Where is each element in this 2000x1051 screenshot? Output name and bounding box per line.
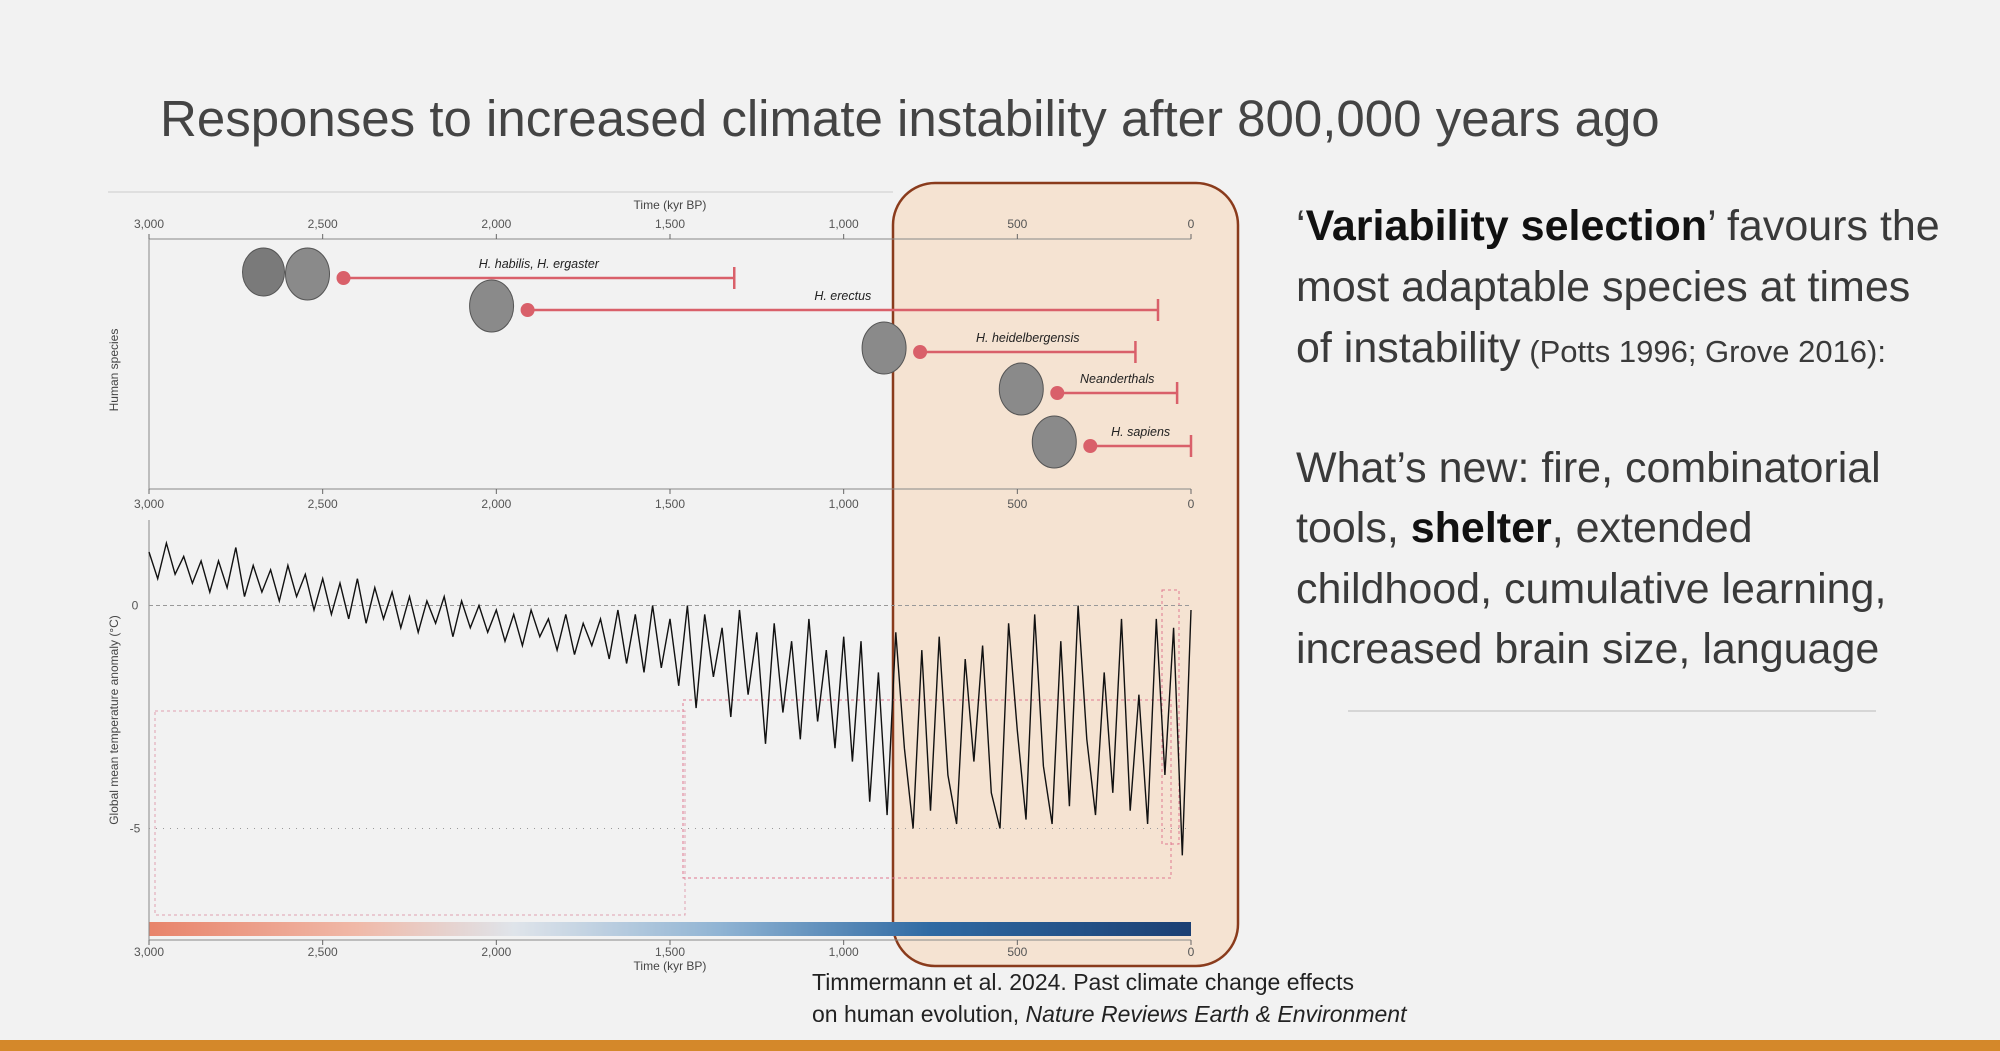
species-label: H. heidelbergensis	[976, 331, 1080, 345]
x-tick-label: 0	[1188, 217, 1195, 231]
x-tick-label: 1,500	[655, 945, 685, 959]
zoom-box	[154, 710, 686, 916]
slide-title: Responses to increased climate instabili…	[160, 90, 1660, 147]
range-start	[520, 303, 535, 317]
x-tick-label: 1,000	[829, 945, 859, 959]
x-tick-label: 0	[1188, 945, 1195, 959]
x-tick-label: 2,000	[481, 217, 511, 231]
x-tick-label: 0	[1188, 497, 1195, 511]
skull-icon	[469, 279, 515, 333]
zoom-box	[682, 699, 1172, 879]
text-line: ‘Variability selection’ favours the	[1296, 202, 1940, 250]
x-tick-label: 1,000	[829, 497, 859, 511]
x-tick-label: 1,000	[829, 217, 859, 231]
footer-bar	[0, 1040, 2000, 1051]
y-axis-label: Human species	[107, 329, 121, 412]
y-axis-label: Global mean temperature anomaly (°C)	[107, 615, 121, 825]
skull-icon	[285, 247, 331, 301]
range-start	[336, 271, 351, 285]
skull-icon	[242, 247, 286, 297]
temperature-stripe	[149, 922, 1191, 936]
text-line: increased brain size, language	[1296, 625, 1879, 673]
x-tick-label: 2,000	[481, 945, 511, 959]
x-tick-label: 2,500	[308, 945, 338, 959]
text-line: What’s new: fire, combinatorial	[1296, 444, 1881, 492]
reference: on human evolution, Nature Reviews Earth…	[812, 1001, 1408, 1027]
x-tick-label: 3,000	[134, 945, 164, 959]
text-line: childhood, cumulative learning,	[1296, 565, 1886, 613]
temperature-line	[148, 540, 1192, 856]
species-label: H. habilis, H. ergaster	[479, 257, 600, 271]
text-line: of instability (Potts 1996; Grove 2016):	[1296, 324, 1886, 372]
y-tick-label: -5	[130, 822, 141, 836]
x-axis-label: Time (kyr BP)	[634, 959, 707, 973]
x-axis-label: Time (kyr BP)	[634, 198, 707, 212]
text-line: tools, shelter, extended	[1296, 504, 1753, 552]
x-tick-label: 500	[1007, 497, 1027, 511]
skull-icon	[1031, 415, 1077, 469]
species-label: H. erectus	[814, 289, 871, 303]
x-tick-label: 500	[1007, 217, 1027, 231]
x-tick-label: 1,500	[655, 217, 685, 231]
x-tick-label: 3,000	[134, 217, 164, 231]
range-start	[913, 345, 928, 359]
highlight-box	[891, 181, 1240, 968]
x-tick-label: 1,500	[655, 497, 685, 511]
x-tick-label: 3,000	[134, 497, 164, 511]
x-tick-label: 500	[1007, 945, 1027, 959]
x-tick-label: 2,500	[308, 497, 338, 511]
reference: Timmermann et al. 2024. Past climate cha…	[812, 969, 1354, 995]
range-start	[1083, 439, 1098, 453]
text-line: most adaptable species at times	[1296, 263, 1910, 311]
x-tick-label: 2,500	[308, 217, 338, 231]
species-label: H. sapiens	[1111, 425, 1170, 439]
y-tick-label: 0	[132, 599, 139, 613]
species-label: Neanderthals	[1080, 372, 1154, 386]
x-tick-label: 2,000	[481, 497, 511, 511]
skull-icon	[998, 362, 1044, 416]
range-start	[1050, 386, 1065, 400]
skull-icon	[861, 321, 907, 375]
